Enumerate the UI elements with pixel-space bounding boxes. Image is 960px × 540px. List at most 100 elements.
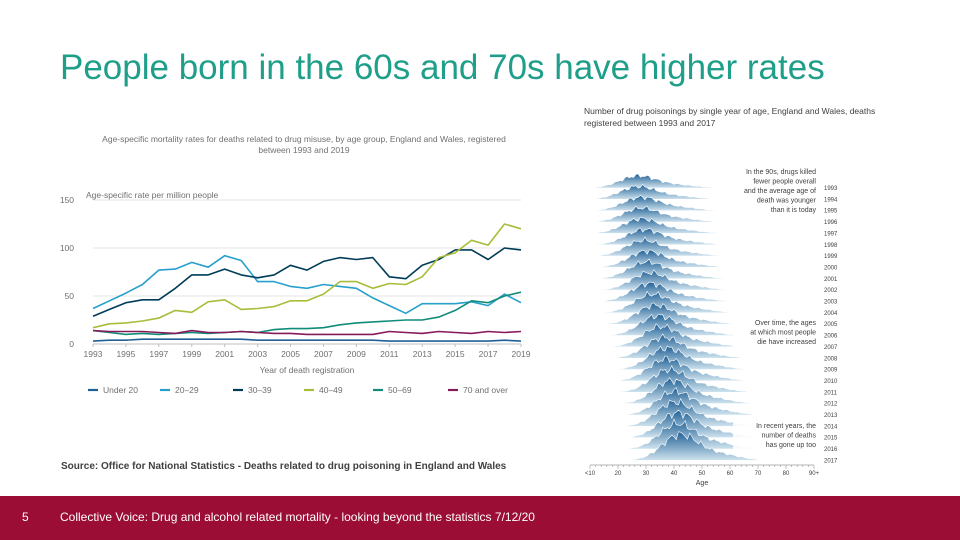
annotation-text: fewer people overall [753,179,816,186]
x-tick-label: <10 [585,471,596,477]
chart-title-line: Age-specific mortality rates for deaths … [102,134,506,144]
page-number: 5 [22,510,29,524]
year-label: 2003 [824,300,838,306]
year-label: 2008 [824,356,838,362]
year-label: 2017 [824,458,838,464]
x-tick-label: 2001 [215,349,234,359]
ridge-area [590,355,814,382]
annotation-text: In recent years, the [756,423,816,430]
annotation-text: number of deaths [762,433,817,440]
year-label: 2010 [824,379,838,385]
y-tick-label: 100 [60,243,74,253]
series-line [92,291,522,336]
annotation-text: at which most people [750,330,816,337]
year-label: 2012 [824,402,838,408]
y-axis-label: Age-specific rate per million people [86,190,219,200]
series-line [92,247,522,317]
year-label: 2007 [824,345,838,351]
x-axis-label: Age [696,480,709,487]
x-tick-label: 60 [727,471,734,477]
year-label: 2014 [824,424,838,430]
legend-label: 70 and over [463,385,508,395]
ridge-area [589,216,814,234]
year-label: 1999 [824,254,838,260]
ridge-area [589,290,814,314]
year-label: 2000 [824,265,838,271]
year-label: 1993 [824,186,838,192]
year-label: 2001 [824,277,838,283]
ridge-area [589,205,814,223]
year-label: 2011 [824,390,838,396]
annotation-text: and the average age of [744,188,816,195]
x-tick-label: 2003 [248,349,267,359]
y-tick-label: 0 [69,339,74,349]
year-label: 2005 [824,322,838,328]
series-line [92,329,522,336]
x-tick-label: 2009 [347,349,366,359]
x-axis-label: Year of death registration [260,365,355,375]
x-tick-label: 2005 [281,349,300,359]
year-label: 2004 [824,311,838,317]
legend-label: 20–29 [175,385,199,395]
ridge-area [590,377,814,404]
annotation-text: In the 90s, drugs killed [746,169,816,176]
year-label: 2002 [824,288,838,294]
annotation-text: die have increased [757,339,816,346]
legend-label: 30–39 [248,385,272,395]
line-chart: Age-specific mortality rates for deaths … [60,134,531,472]
year-label: 1998 [824,243,838,249]
series-line [92,223,522,329]
annotation-text: than it is today [771,207,817,214]
chart-title-line: Number of drug poisonings by single year… [584,106,875,116]
annotation-bg [733,317,819,350]
x-tick-label: 1993 [84,349,103,359]
x-tick-label: 40 [671,471,678,477]
ridge-area [590,431,814,461]
y-tick-label: 150 [60,195,74,205]
year-label: 1996 [824,220,838,226]
annotation-bg [733,420,819,453]
year-label: 2009 [824,368,838,374]
year-label: 2015 [824,436,838,442]
annotation-bg [733,166,819,218]
x-tick-label: 30 [643,471,650,477]
legend-label: 40–49 [319,385,343,395]
annotation-text: death was younger [757,198,817,205]
year-label: 2006 [824,334,838,340]
legend-label: 50–69 [388,385,412,395]
footer-bar: 5 Collective Voice: Drug and alcohol rel… [0,496,960,540]
year-label: 1994 [824,197,838,203]
x-tick-label: 90+ [809,471,820,477]
ridge-chart: Number of drug poisonings by single year… [584,106,875,487]
x-tick-label: 70 [755,471,762,477]
footer-text: Collective Voice: Drug and alcohol relat… [60,510,535,524]
x-tick-label: 2015 [446,349,465,359]
annotation-text: has gone up too [766,442,816,449]
slide-title: People born in the 60s and 70s have high… [60,48,825,87]
chart-title-line: between 1993 and 2019 [258,145,349,155]
x-tick-label: 2017 [479,349,498,359]
x-tick-label: 2019 [512,349,531,359]
year-label: 1995 [824,209,838,215]
x-tick-label: 2011 [380,349,399,359]
year-label: 2013 [824,413,838,419]
series-line [92,254,522,315]
chart-source: Source: Office for National Statistics -… [61,461,507,472]
x-tick-label: 1999 [182,349,201,359]
x-tick-label: 2013 [413,349,432,359]
series-line [92,338,522,342]
y-tick-label: 50 [65,291,75,301]
x-tick-label: 50 [699,471,706,477]
x-tick-label: 20 [615,471,622,477]
legend-label: Under 20 [103,385,138,395]
year-label: 1997 [824,231,838,237]
x-tick-label: 1997 [149,349,168,359]
x-tick-label: 80 [783,471,790,477]
ridge-area [589,333,815,359]
ridge-area [589,269,814,291]
ridge-area [589,236,814,257]
x-tick-label: 2007 [314,349,333,359]
x-tick-label: 1995 [116,349,135,359]
year-label: 2016 [824,447,838,453]
ridge-area [590,345,814,370]
